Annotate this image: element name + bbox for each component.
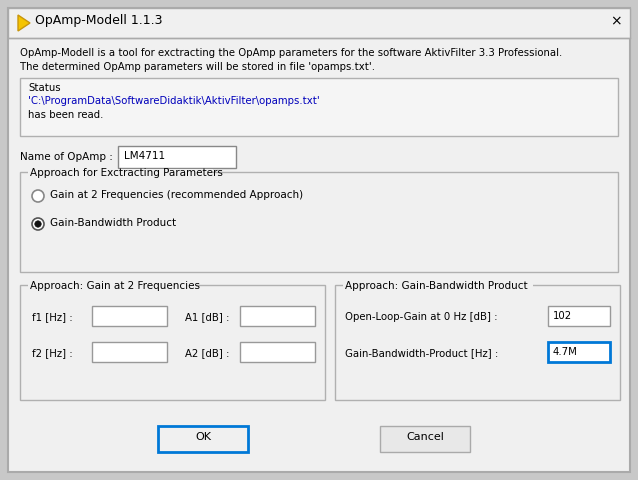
Text: OK: OK — [195, 432, 211, 442]
Bar — [343, 282, 533, 293]
Text: A2 [dB] :: A2 [dB] : — [185, 348, 230, 358]
Text: 4.7M: 4.7M — [553, 347, 578, 357]
Bar — [548, 306, 610, 326]
Text: Status: Status — [28, 83, 61, 93]
Text: OpAmp-Modell is a tool for exctracting the OpAmp parameters for the software Akt: OpAmp-Modell is a tool for exctracting t… — [20, 48, 562, 58]
Text: 102: 102 — [553, 311, 572, 321]
Text: has been read.: has been read. — [28, 110, 103, 120]
Polygon shape — [18, 15, 30, 31]
Bar — [240, 342, 315, 362]
Text: ×: × — [610, 14, 621, 28]
Text: Approach for Exctracting Parameters: Approach for Exctracting Parameters — [30, 168, 223, 178]
Bar — [335, 285, 620, 400]
Circle shape — [32, 190, 44, 202]
Bar — [158, 426, 248, 452]
Text: Gain-Bandwidth-Product [Hz] :: Gain-Bandwidth-Product [Hz] : — [345, 348, 498, 358]
Bar — [20, 285, 325, 400]
Bar — [8, 8, 630, 38]
Text: Open-Loop-Gain at 0 Hz [dB] :: Open-Loop-Gain at 0 Hz [dB] : — [345, 312, 498, 322]
Bar — [240, 306, 315, 326]
Text: Name of OpAmp :: Name of OpAmp : — [20, 152, 113, 162]
Text: Gain-Bandwidth Product: Gain-Bandwidth Product — [50, 218, 176, 228]
Text: OpAmp-Modell 1.1.3: OpAmp-Modell 1.1.3 — [35, 14, 163, 27]
Bar — [548, 342, 610, 362]
Text: A1 [dB] :: A1 [dB] : — [185, 312, 230, 322]
Text: f1 [Hz] :: f1 [Hz] : — [32, 312, 73, 322]
Text: f2 [Hz] :: f2 [Hz] : — [32, 348, 73, 358]
Bar — [118, 146, 236, 168]
Bar — [380, 426, 470, 452]
Circle shape — [35, 221, 41, 227]
Text: LM4711: LM4711 — [124, 151, 165, 161]
Circle shape — [32, 218, 44, 230]
Bar — [28, 282, 196, 293]
Text: 'C:\ProgramData\SoftwareDidaktik\AktivFilter\opamps.txt': 'C:\ProgramData\SoftwareDidaktik\AktivFi… — [28, 96, 320, 106]
Text: Cancel: Cancel — [406, 432, 444, 442]
Bar — [92, 306, 167, 326]
Bar — [92, 342, 167, 362]
Bar — [28, 169, 213, 180]
Bar — [20, 78, 618, 136]
Bar — [20, 172, 618, 272]
Text: The determined OpAmp parameters will be stored in file 'opamps.txt'.: The determined OpAmp parameters will be … — [20, 62, 375, 72]
Text: Approach: Gain at 2 Frequencies: Approach: Gain at 2 Frequencies — [30, 281, 200, 291]
Text: Gain at 2 Frequencies (recommended Approach): Gain at 2 Frequencies (recommended Appro… — [50, 190, 303, 200]
Text: Approach: Gain-Bandwidth Product: Approach: Gain-Bandwidth Product — [345, 281, 528, 291]
